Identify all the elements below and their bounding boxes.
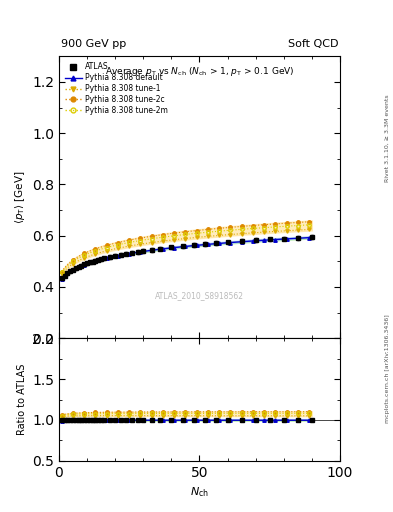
Text: Average $p_\mathrm{T}$ vs $N_\mathrm{ch}$ ($N_\mathrm{ch}$ > 1, $p_\mathrm{T}$ >: Average $p_\mathrm{T}$ vs $N_\mathrm{ch}…: [105, 65, 294, 78]
Y-axis label: $\langle p_\mathrm{T} \rangle$ [GeV]: $\langle p_\mathrm{T} \rangle$ [GeV]: [13, 170, 27, 224]
Y-axis label: Ratio to ATLAS: Ratio to ATLAS: [17, 364, 27, 435]
Text: Rivet 3.1.10, ≥ 3.3M events: Rivet 3.1.10, ≥ 3.3M events: [385, 94, 389, 182]
Text: mcplots.cern.ch [arXiv:1306.3436]: mcplots.cern.ch [arXiv:1306.3436]: [385, 314, 389, 423]
Text: 900 GeV pp: 900 GeV pp: [61, 38, 126, 49]
Legend: ATLAS, Pythia 8.308 default, Pythia 8.308 tune-1, Pythia 8.308 tune-2c, Pythia 8: ATLAS, Pythia 8.308 default, Pythia 8.30…: [63, 60, 170, 117]
Text: ATLAS_2010_S8918562: ATLAS_2010_S8918562: [155, 291, 244, 301]
X-axis label: $N_\mathrm{ch}$: $N_\mathrm{ch}$: [190, 485, 209, 499]
Text: Soft QCD: Soft QCD: [288, 38, 339, 49]
